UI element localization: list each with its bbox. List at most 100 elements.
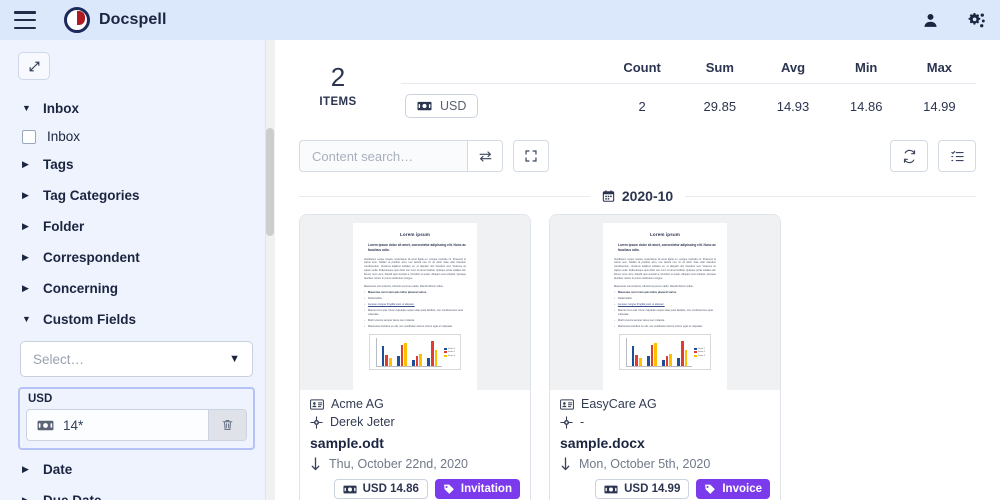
money-bill-icon [417,101,432,111]
item-tag-label: USD 14.86 [362,483,419,495]
chart-bar-group [396,338,407,366]
item-card[interactable]: Lorem ipsum Lorem ipsum dolor sit amet, … [299,214,531,500]
divider-line-left [299,195,590,197]
chart-bar [669,353,673,366]
preview-bullet: • Nulla facilisi. [364,297,466,301]
preview-bullet-text: Maecenas non lorem quis tellus placerat … [367,290,427,294]
item-tag-currency[interactable]: USD 14.86 [333,479,428,499]
stats-cell-max: 14.99 [923,98,956,114]
sidebar-item-correspondent[interactable]: ▶ Correspondent [18,242,255,273]
item-tag-label: Invoice [722,483,762,495]
chart-bar-group [677,338,688,366]
stats-cell-currency: USD [401,84,601,129]
expand-arrows-icon [28,60,41,73]
chart-bar-group [662,338,673,366]
item-card-list: Lorem ipsum Lorem ipsum dolor sit amet, … [275,214,1000,500]
preview-bullet-text: Morbi viverra semper lacus nec molestie. [617,318,666,322]
custom-field-delete-button[interactable] [208,410,246,440]
custom-field-value-input[interactable]: 14* [27,410,208,440]
preview-bullet: • Morbi viverra semper lacus nec molestie… [364,319,466,323]
sidebar-item-label: Concerning [43,281,119,296]
chart-bar [434,350,438,366]
user-icon[interactable] [922,12,939,29]
preview-bullet-text: Nulla facilisi. [367,296,383,300]
sidebar-scrollbar-thumb[interactable] [266,128,274,236]
chart-legend-swatch [694,351,697,354]
sidebar-item-label: Folder [43,219,85,234]
sidebar-item-due-date[interactable]: ▶ Due Date [18,485,255,500]
bullet-icon: • [364,296,365,300]
stats-cell-sum: 29.85 [703,98,737,114]
chart-legend-entry: Series 1 [444,347,458,350]
caret-right-icon: ▶ [22,252,29,262]
preview-body: Vestibulum neque massa, scelerisque sit … [364,257,466,280]
document-page-preview: Lorem ipsum Lorem ipsum dolor sit amet, … [353,223,477,390]
sidebar-expand-button[interactable] [18,52,50,80]
fullscreen-search-button[interactable] [513,140,549,172]
chart-legend: Series 1 Series 2 Series 3 [442,338,458,367]
caret-right-icon: ▶ [22,159,29,169]
chart-bar [631,345,635,366]
stats-summary: 2 ITEMS Count Sum Avg Min Max [275,40,1000,128]
preview-subtext: Maecenas nisi at lectus, lobortis at pur… [614,284,694,288]
item-tag[interactable]: Invoice [696,479,770,499]
custom-field-select-placeholder: Select… [33,351,85,367]
preview-bullet: • Nulla facilisi. [614,297,716,301]
brand[interactable]: Docspell [64,7,167,33]
sidebar-item-inbox-group[interactable]: ▼ Inbox [18,93,255,124]
trash-icon [221,418,234,432]
stats-cell-min: 14.86 [849,98,883,114]
custom-field-select[interactable]: Select… ▼ [20,341,253,377]
item-tag-currency[interactable]: USD 14.99 [595,479,690,499]
sidebar-item-custom-fields[interactable]: ▼ Custom Fields [18,304,255,335]
checkbox-icon[interactable] [22,129,36,144]
preview-lead: Lorem ipsum dolor sit amet, consectetur … [368,243,466,252]
sidebar-item-date[interactable]: ▶ Date [18,454,255,485]
chart-bar-group [646,338,657,366]
sidebar-item-tags[interactable]: ▶ Tags [18,149,255,180]
item-tag[interactable]: Invitation [434,479,520,499]
topbar-actions [922,11,986,30]
search-input[interactable]: Content search… [299,140,467,172]
chart-legend-label: Series 1 [448,347,455,350]
item-name[interactable]: sample.odt [310,435,384,451]
preview-bullet-text: Mauris id ex erat. Nunc vulputate neque … [617,309,714,316]
crosshair-icon [310,415,323,429]
preview-bullet: • Morbi viverra semper lacus nec molestie… [614,319,716,323]
custom-field-input-row: 14* [26,409,247,441]
hamburger-menu-icon[interactable] [14,11,36,29]
sidebar-item-label: Custom Fields [43,312,137,327]
refresh-button[interactable] [890,140,928,172]
preview-title: Lorem ipsum [650,232,680,237]
caret-right-icon: ▶ [22,464,29,474]
item-preview-thumbnail[interactable]: Lorem ipsum Lorem ipsum dolor sit amet, … [550,215,780,390]
currency-pill-label: USD [440,99,467,113]
sidebar-checkbox-inbox[interactable]: Inbox [18,124,255,149]
item-correspondent-name: EasyCare AG [581,397,657,411]
currency-pill[interactable]: USD [405,94,479,118]
preview-bullet: • Maecenas tincidunt ex elit, nec vestibu… [364,325,466,329]
item-date-text: Mon, October 5th, 2020 [579,457,711,471]
item-preview-thumbnail[interactable]: Lorem ipsum Lorem ipsum dolor sit amet, … [300,215,530,390]
chart-bar [400,344,404,366]
sidebar-item-tag-categories[interactable]: ▶ Tag Categories [18,180,255,211]
arrow-down-icon [560,457,571,471]
chart-legend-swatch [694,354,697,357]
list-view-button[interactable] [938,140,976,172]
chart-legend-entry: Series 1 [694,347,708,350]
item-card[interactable]: Lorem ipsum Lorem ipsum dolor sit amet, … [549,214,781,500]
chart-legend-swatch [444,347,447,350]
bullet-icon: • [614,309,615,313]
search-toolbar: Content search… [275,128,1000,172]
gears-icon[interactable] [967,11,986,30]
custom-field-value-text: 14* [63,417,84,433]
stats-table: Count Sum Avg Min Max [401,54,976,128]
item-count-label: ITEMS [319,96,357,108]
sidebar-scrollbar[interactable] [265,40,275,500]
item-name[interactable]: sample.docx [560,435,645,451]
sidebar-item-concerning[interactable]: ▶ Concerning [18,273,255,304]
bullet-icon: • [614,303,615,307]
search-mode-toggle-button[interactable] [467,140,503,172]
sidebar-item-folder[interactable]: ▶ Folder [18,211,255,242]
